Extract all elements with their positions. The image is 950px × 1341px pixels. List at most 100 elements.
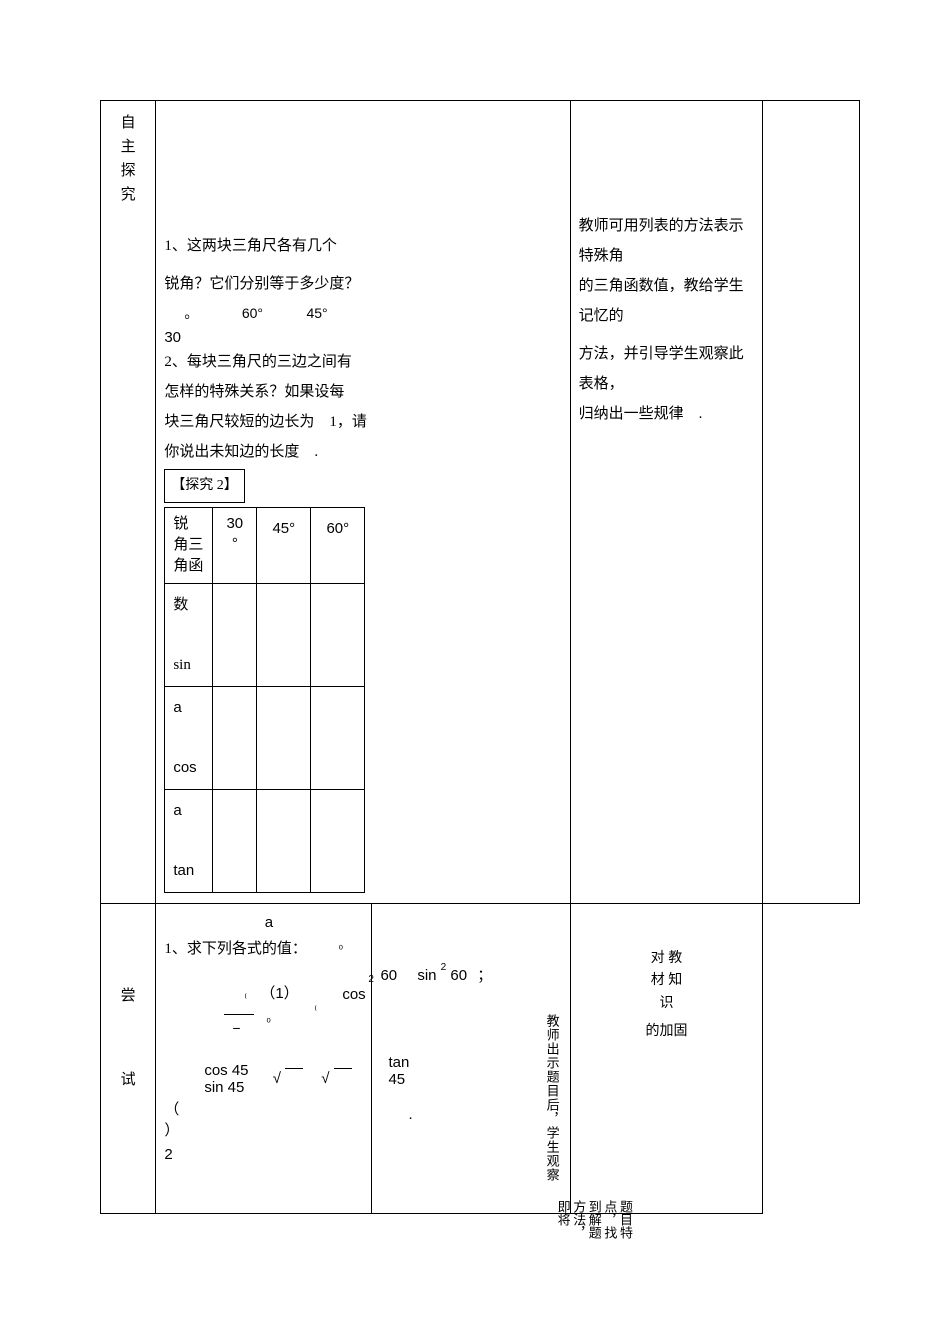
deco: ⁰: [266, 1016, 270, 1029]
cell: [213, 790, 257, 893]
label-char: 试: [109, 1068, 147, 1092]
hline: [224, 1014, 254, 1015]
cell: [213, 584, 257, 687]
cos45: cos 45: [204, 1062, 248, 1079]
tan-a-leftover: a: [164, 914, 363, 931]
paren-row: （: [164, 1098, 363, 1119]
label-char: 究: [109, 183, 147, 207]
sixty: 60: [380, 967, 397, 984]
cell: [311, 790, 365, 893]
r1-l2: 的三角函数值，教给学生记忆的: [579, 271, 755, 331]
expr1-row: ₍ （1） ₍ cos 2: [164, 982, 363, 1022]
sin45: sin 45: [204, 1079, 248, 1096]
row2-mid-cell: a 1、求下列各式的值： ⁰ ₍ （1） ₍ cos 2 ⁰ −: [156, 904, 372, 1214]
cell: [257, 584, 311, 687]
row-cos-a: atan: [165, 790, 213, 893]
cos: cos: [342, 986, 365, 1003]
lparen: （: [164, 1101, 179, 1118]
q2-line1: 2、每块三角尺的三边之间有: [164, 347, 561, 377]
cell: [311, 687, 365, 790]
teacher-note-vertical: 教师出示题目后，学生观察: [544, 1014, 560, 1182]
hdr-l1: 锐: [173, 516, 188, 532]
marker1: （1）: [260, 982, 298, 1003]
row2-label: 尝 试: [109, 984, 147, 1092]
sqrt-bar: [334, 1068, 352, 1069]
label-char: 主: [109, 135, 147, 159]
sqrt-icon: √: [321, 1070, 329, 1087]
label-char: 探: [109, 159, 147, 183]
row1-body: 1、这两块三角尺各有几个 锐角？它们分别等于多少度？ 。 60° 45° 30 …: [164, 111, 561, 893]
r1-l1: 教师可用列表的方法表示特殊角: [579, 211, 755, 271]
semi: ；: [477, 968, 492, 984]
q1-line2: 锐角？它们分别等于多少度？: [164, 269, 561, 299]
r1-l3: 方法，并引导学生观察此表格，: [579, 339, 755, 399]
deg-30: 30: [164, 329, 561, 347]
tan-45: 45: [388, 1071, 412, 1088]
deg-row: 。 60° 45°: [164, 299, 561, 329]
ov2: 点，找: [602, 1200, 617, 1239]
label-char: 自: [109, 111, 147, 135]
row2-right-cell: 对 教 材 知 识 的加固: [570, 904, 763, 1214]
sin: sin: [417, 967, 436, 984]
side-l2: 材 知: [579, 970, 755, 992]
r1-l4: 归纳出一些规律 .: [579, 399, 755, 429]
q1-line1: 1、这两块三角尺各有几个: [164, 231, 561, 261]
row1-label: 自 主 探 究: [109, 111, 147, 207]
sqrt-icon: √: [273, 1070, 281, 1087]
row-explore: 自 主 探 究 1、这两块三角尺各有几个 锐角？它们分别等于多少度？ 。 60°…: [101, 101, 860, 904]
label-char: 尝: [109, 984, 147, 1008]
cell: [257, 790, 311, 893]
row-try: 尝 试 a 1、求下列各式的值： ⁰ ₍ （1） ₍ cos 2: [101, 904, 860, 1214]
ov3: 到解题: [587, 1200, 602, 1239]
rparen-row: ）: [164, 1119, 363, 1140]
side-l4: 的加固: [579, 1021, 755, 1043]
tan-group: tan 45 .: [388, 1054, 412, 1123]
ov5: 即将: [556, 1200, 571, 1226]
sixty-group: 60 sin 2 60 ；: [380, 964, 492, 985]
row1-right-body: 教师可用列表的方法表示特殊角 的三角函数值，教给学生记忆的 方法，并引导学生观察…: [579, 111, 755, 429]
deg-60: 60°: [242, 305, 263, 321]
deco-dot: ⁰: [339, 944, 343, 956]
tan-label: tan: [388, 1054, 412, 1071]
ov1: 题目特: [618, 1200, 633, 1239]
formula-area: a 1、求下列各式的值： ⁰ ₍ （1） ₍ cos 2 ⁰ −: [164, 914, 363, 1163]
explore-label: 【探究 2】: [164, 469, 245, 503]
sqrt-bar: [285, 1068, 303, 1069]
deg-bullet: 。: [184, 307, 198, 322]
sup2b: 2: [441, 962, 447, 973]
rparen: ）: [164, 1122, 179, 1139]
expr2-row: cos 45 sin 45 √ √: [164, 1062, 363, 1096]
row-shu: 数sin: [165, 584, 213, 687]
two: 2: [164, 1146, 363, 1163]
row1-middle-cell: 1、这两块三角尺各有几个 锐角？它们分别等于多少度？ 。 60° 45° 30 …: [156, 101, 570, 904]
deco: ₍: [244, 988, 247, 1001]
q2-line4: 你说出未知边的长度 .: [164, 437, 561, 467]
cell: [213, 687, 257, 790]
hdr-l3: 角函: [173, 558, 203, 574]
lesson-table: 自 主 探 究 1、这两块三角尺各有几个 锐角？它们分别等于多少度？ 。 60°…: [100, 100, 860, 1214]
side-l1: 对 教: [579, 948, 755, 970]
cell: [311, 584, 365, 687]
side-note: 对 教 材 知 识 的加固: [579, 948, 755, 1044]
cell: [257, 687, 311, 790]
col-45: 45°: [257, 508, 311, 584]
q2-line3: 块三角尺较短的边长为 1，请: [164, 407, 561, 437]
intro: 1、求下列各式的值：: [164, 941, 307, 957]
trig-table: 锐 角三 角函 30° 45° 60° 数sin: [164, 507, 365, 893]
hdr-l2: 角三: [173, 537, 203, 553]
outside-vertical-text: 题目特 点，找 到解题 方法， 即将: [555, 1200, 633, 1239]
deg-45: 45°: [306, 305, 327, 321]
row1-label-cell: 自 主 探 究: [101, 101, 156, 904]
dash: −: [232, 1020, 240, 1036]
row-sin-a: acos: [165, 687, 213, 790]
sixty-b: 60: [450, 967, 467, 984]
row2-label-cell: 尝 试: [101, 904, 156, 1214]
row2-mid2-cell: 60 sin 2 60 ； tan 45 . 教师出示题目后，学生观察: [372, 904, 570, 1214]
tan-dot: .: [408, 1106, 412, 1123]
cos-sin-stack: cos 45 sin 45: [204, 1062, 248, 1096]
hline-row: ⁰ −: [164, 1022, 363, 1042]
row1-right-cell: 教师可用列表的方法表示特殊角 的三角函数值，教给学生记忆的 方法，并引导学生观察…: [570, 101, 763, 904]
trig-hdr: 锐 角三 角函: [165, 508, 213, 584]
col-60: 60°: [311, 508, 365, 584]
row1-far-right: [763, 101, 860, 904]
